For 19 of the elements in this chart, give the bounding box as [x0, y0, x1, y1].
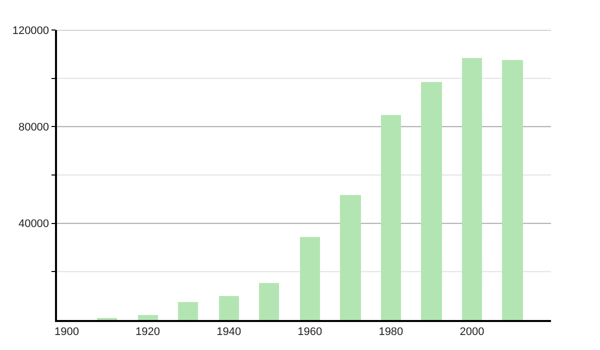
- bar: [138, 315, 158, 320]
- y-tick-label: 120000: [12, 24, 50, 37]
- bar: [502, 60, 523, 320]
- x-tick-label: 1900: [54, 326, 79, 338]
- bar: [300, 237, 320, 320]
- bar: [381, 115, 401, 320]
- bar: [259, 283, 279, 320]
- y-tick-label: 80000: [18, 122, 50, 134]
- bar: [421, 82, 442, 320]
- y-tick-label: 40000: [18, 218, 50, 230]
- bar: [340, 195, 361, 320]
- x-tick-label: 1940: [216, 326, 242, 338]
- bar: [219, 296, 239, 320]
- x-tick-label: 1920: [136, 326, 160, 338]
- x-tick-label: 2000: [460, 326, 484, 338]
- bar: [462, 58, 482, 320]
- x-tick-label: 1980: [378, 326, 404, 338]
- bar: [178, 302, 198, 320]
- x-tick-label: 1960: [298, 326, 322, 338]
